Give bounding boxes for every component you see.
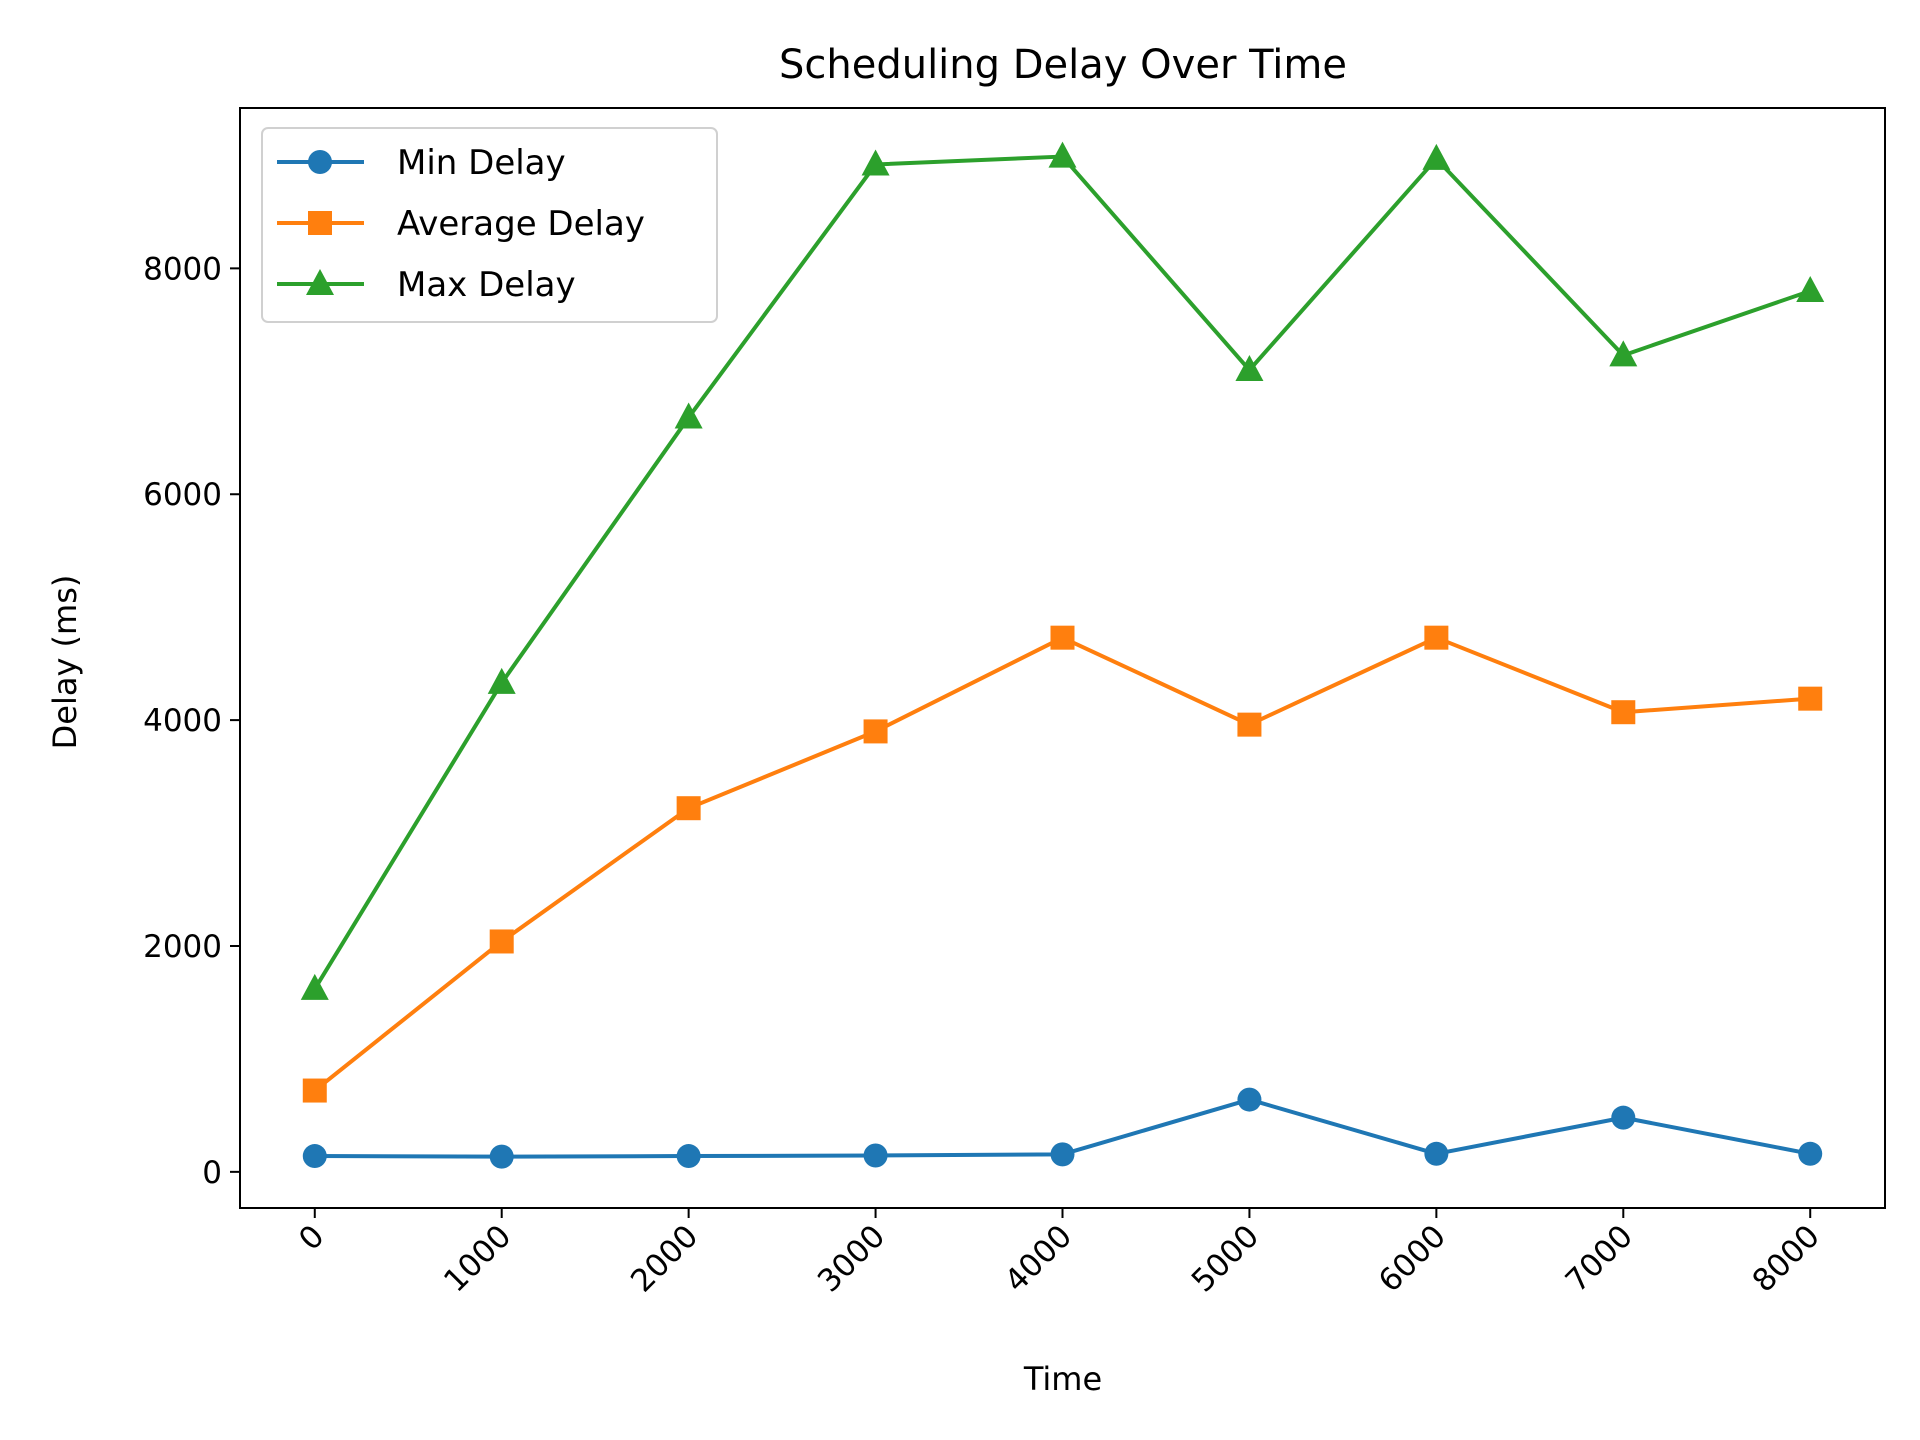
chart-title: Scheduling Delay Over Time xyxy=(779,42,1347,88)
max-delay-point xyxy=(487,667,516,694)
average-delay-line xyxy=(312,635,1813,1093)
legend-label-max-delay: Max Delay xyxy=(397,265,576,305)
legend-item-average-delay: Average Delay xyxy=(277,204,645,244)
max-delay-point xyxy=(1235,355,1264,382)
average-delay-point xyxy=(863,719,888,744)
average-delay-point xyxy=(1611,700,1636,725)
min-delay-point xyxy=(1050,1142,1075,1167)
y-tick-label: 6000 xyxy=(143,477,222,513)
average-delay-point xyxy=(489,929,514,954)
x-tick-label: 6000 xyxy=(1372,1218,1453,1299)
x-tick-label: 1000 xyxy=(437,1218,518,1299)
x-tick-label: 3000 xyxy=(811,1218,892,1299)
min-delay-point xyxy=(1424,1141,1449,1166)
y-tick-label: 0 xyxy=(202,1155,222,1191)
average-delay-point xyxy=(1424,625,1449,650)
max-delay-point xyxy=(674,402,703,429)
y-tick-label: 8000 xyxy=(143,251,222,287)
legend-item-max-delay: Max Delay xyxy=(277,265,576,305)
x-tick-label: 0 xyxy=(292,1218,331,1257)
y-tick-label: 2000 xyxy=(143,929,222,965)
legend-label-min-delay: Min Delay xyxy=(397,143,566,183)
min-delay-point xyxy=(1798,1141,1823,1166)
max-delay-point xyxy=(1609,340,1638,367)
min-delay-point xyxy=(676,1144,701,1169)
legend-average-delay-point xyxy=(308,211,332,235)
plot-area xyxy=(300,141,1825,1169)
y-axis-label: Delay (ms) xyxy=(46,575,84,750)
max-delay-series xyxy=(300,141,1825,1000)
min-delay-series xyxy=(302,1087,1823,1169)
average-delay-series xyxy=(302,625,1823,1103)
y-tick-label: 4000 xyxy=(143,703,222,739)
x-tick-label: 7000 xyxy=(1559,1218,1640,1299)
average-delay-point xyxy=(1050,625,1075,650)
min-delay-point xyxy=(1611,1105,1636,1130)
min-delay-point xyxy=(1237,1087,1262,1112)
legend-min-delay-point xyxy=(308,150,332,174)
legend-label-average-delay: Average Delay xyxy=(397,204,645,244)
legend-box xyxy=(261,127,718,323)
min-delay-point xyxy=(863,1143,888,1168)
x-axis-label: Time xyxy=(1023,1360,1102,1398)
max-delay-point xyxy=(1422,143,1451,170)
x-tick-label: 4000 xyxy=(998,1218,1079,1299)
min-delay-point xyxy=(489,1144,514,1169)
x-tick-label: 8000 xyxy=(1746,1218,1827,1299)
legend-item-min-delay: Min Delay xyxy=(277,143,566,183)
legend: Min Delay Average Delay Max Delay xyxy=(261,127,718,323)
x-tick-label: 5000 xyxy=(1185,1218,1266,1299)
average-delay-point xyxy=(1798,686,1823,711)
max-delay-point xyxy=(300,973,329,1000)
max-delay-point xyxy=(1796,275,1825,302)
max-delay-point xyxy=(861,149,890,176)
average-delay-point xyxy=(676,796,701,821)
average-delay-point xyxy=(1237,712,1262,737)
max-delay-point xyxy=(1048,141,1077,168)
x-tick-label: 2000 xyxy=(624,1218,705,1299)
min-delay-point xyxy=(302,1144,327,1169)
legend-max-delay-point xyxy=(306,269,334,295)
average-delay-point xyxy=(302,1078,327,1103)
